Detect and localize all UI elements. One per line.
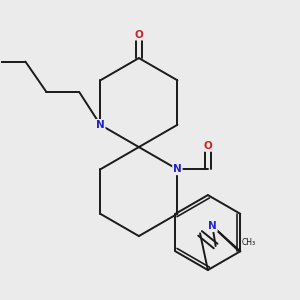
Text: O: O	[134, 30, 143, 40]
Text: N: N	[208, 221, 217, 231]
Text: N: N	[96, 120, 105, 130]
Text: N: N	[173, 164, 182, 174]
Text: O: O	[203, 141, 212, 151]
Text: CH₃: CH₃	[242, 238, 256, 247]
